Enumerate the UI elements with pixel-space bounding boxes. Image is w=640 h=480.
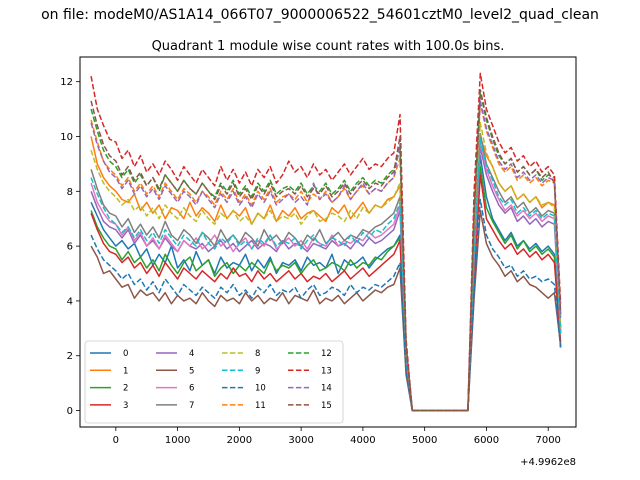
y-tick-label: 12 — [60, 77, 73, 88]
series-line-3 — [90, 174, 562, 412]
series-line-15 — [90, 89, 562, 412]
y-tick-label: 4 — [67, 296, 73, 307]
legend-label-13: 13 — [321, 366, 332, 376]
x-offset-label: +4.9962e8 — [520, 457, 576, 468]
series-line-14 — [90, 100, 562, 412]
legend-label-8: 8 — [255, 349, 260, 359]
series-line-4 — [90, 146, 562, 412]
y-tick-label: 10 — [60, 132, 73, 143]
legend-label-14: 14 — [321, 384, 332, 394]
legend-label-3: 3 — [123, 401, 128, 411]
legend-box — [84, 340, 344, 424]
x-tick-label: 6000 — [474, 435, 499, 446]
y-tick-label: 0 — [67, 406, 73, 417]
x-tick-label: 0 — [113, 435, 119, 446]
y-tick-label: 8 — [67, 187, 73, 198]
legend-label-12: 12 — [321, 349, 332, 359]
legend-label-2: 2 — [123, 384, 128, 394]
legend-label-10: 10 — [255, 384, 266, 394]
plot-lines — [90, 72, 562, 412]
chart-suptitle: on file: modeM0/AS1A14_066T07_9000006522… — [41, 7, 599, 23]
series-line-9 — [90, 138, 562, 412]
x-tick-label: 3000 — [288, 435, 313, 446]
series-line-10 — [90, 198, 562, 412]
legend-label-7: 7 — [189, 401, 194, 411]
y-axis: 0 2 4 6 8 10 12 — [60, 77, 80, 417]
x-tick-label: 2000 — [227, 435, 252, 446]
legend-label-6: 6 — [189, 384, 194, 394]
legend-label-15: 15 — [321, 401, 332, 411]
legend-label-9: 9 — [255, 366, 260, 376]
series-line-8 — [90, 122, 562, 412]
legend-label-5: 5 — [189, 366, 194, 376]
x-tick-label: 5000 — [412, 435, 437, 446]
x-axis: 0 1000 2000 3000 4000 5000 6000 7000 — [113, 427, 561, 446]
x-tick-label: 1000 — [165, 435, 190, 446]
x-tick-label: 4000 — [350, 435, 375, 446]
plot-frame — [79, 56, 577, 428]
series-line-13 — [90, 72, 562, 412]
y-tick-label: 6 — [67, 242, 73, 253]
legend-label-0: 0 — [123, 349, 128, 359]
series-line-2 — [90, 165, 562, 412]
x-tick-label: 7000 — [535, 435, 560, 446]
legend-label-11: 11 — [255, 401, 266, 411]
series-line-5 — [90, 209, 562, 412]
y-tick-label: 2 — [67, 351, 73, 362]
legend-label-4: 4 — [189, 349, 194, 359]
legend-label-1: 1 — [123, 366, 128, 376]
chart-title: Quadrant 1 module wise count rates with … — [152, 39, 505, 54]
